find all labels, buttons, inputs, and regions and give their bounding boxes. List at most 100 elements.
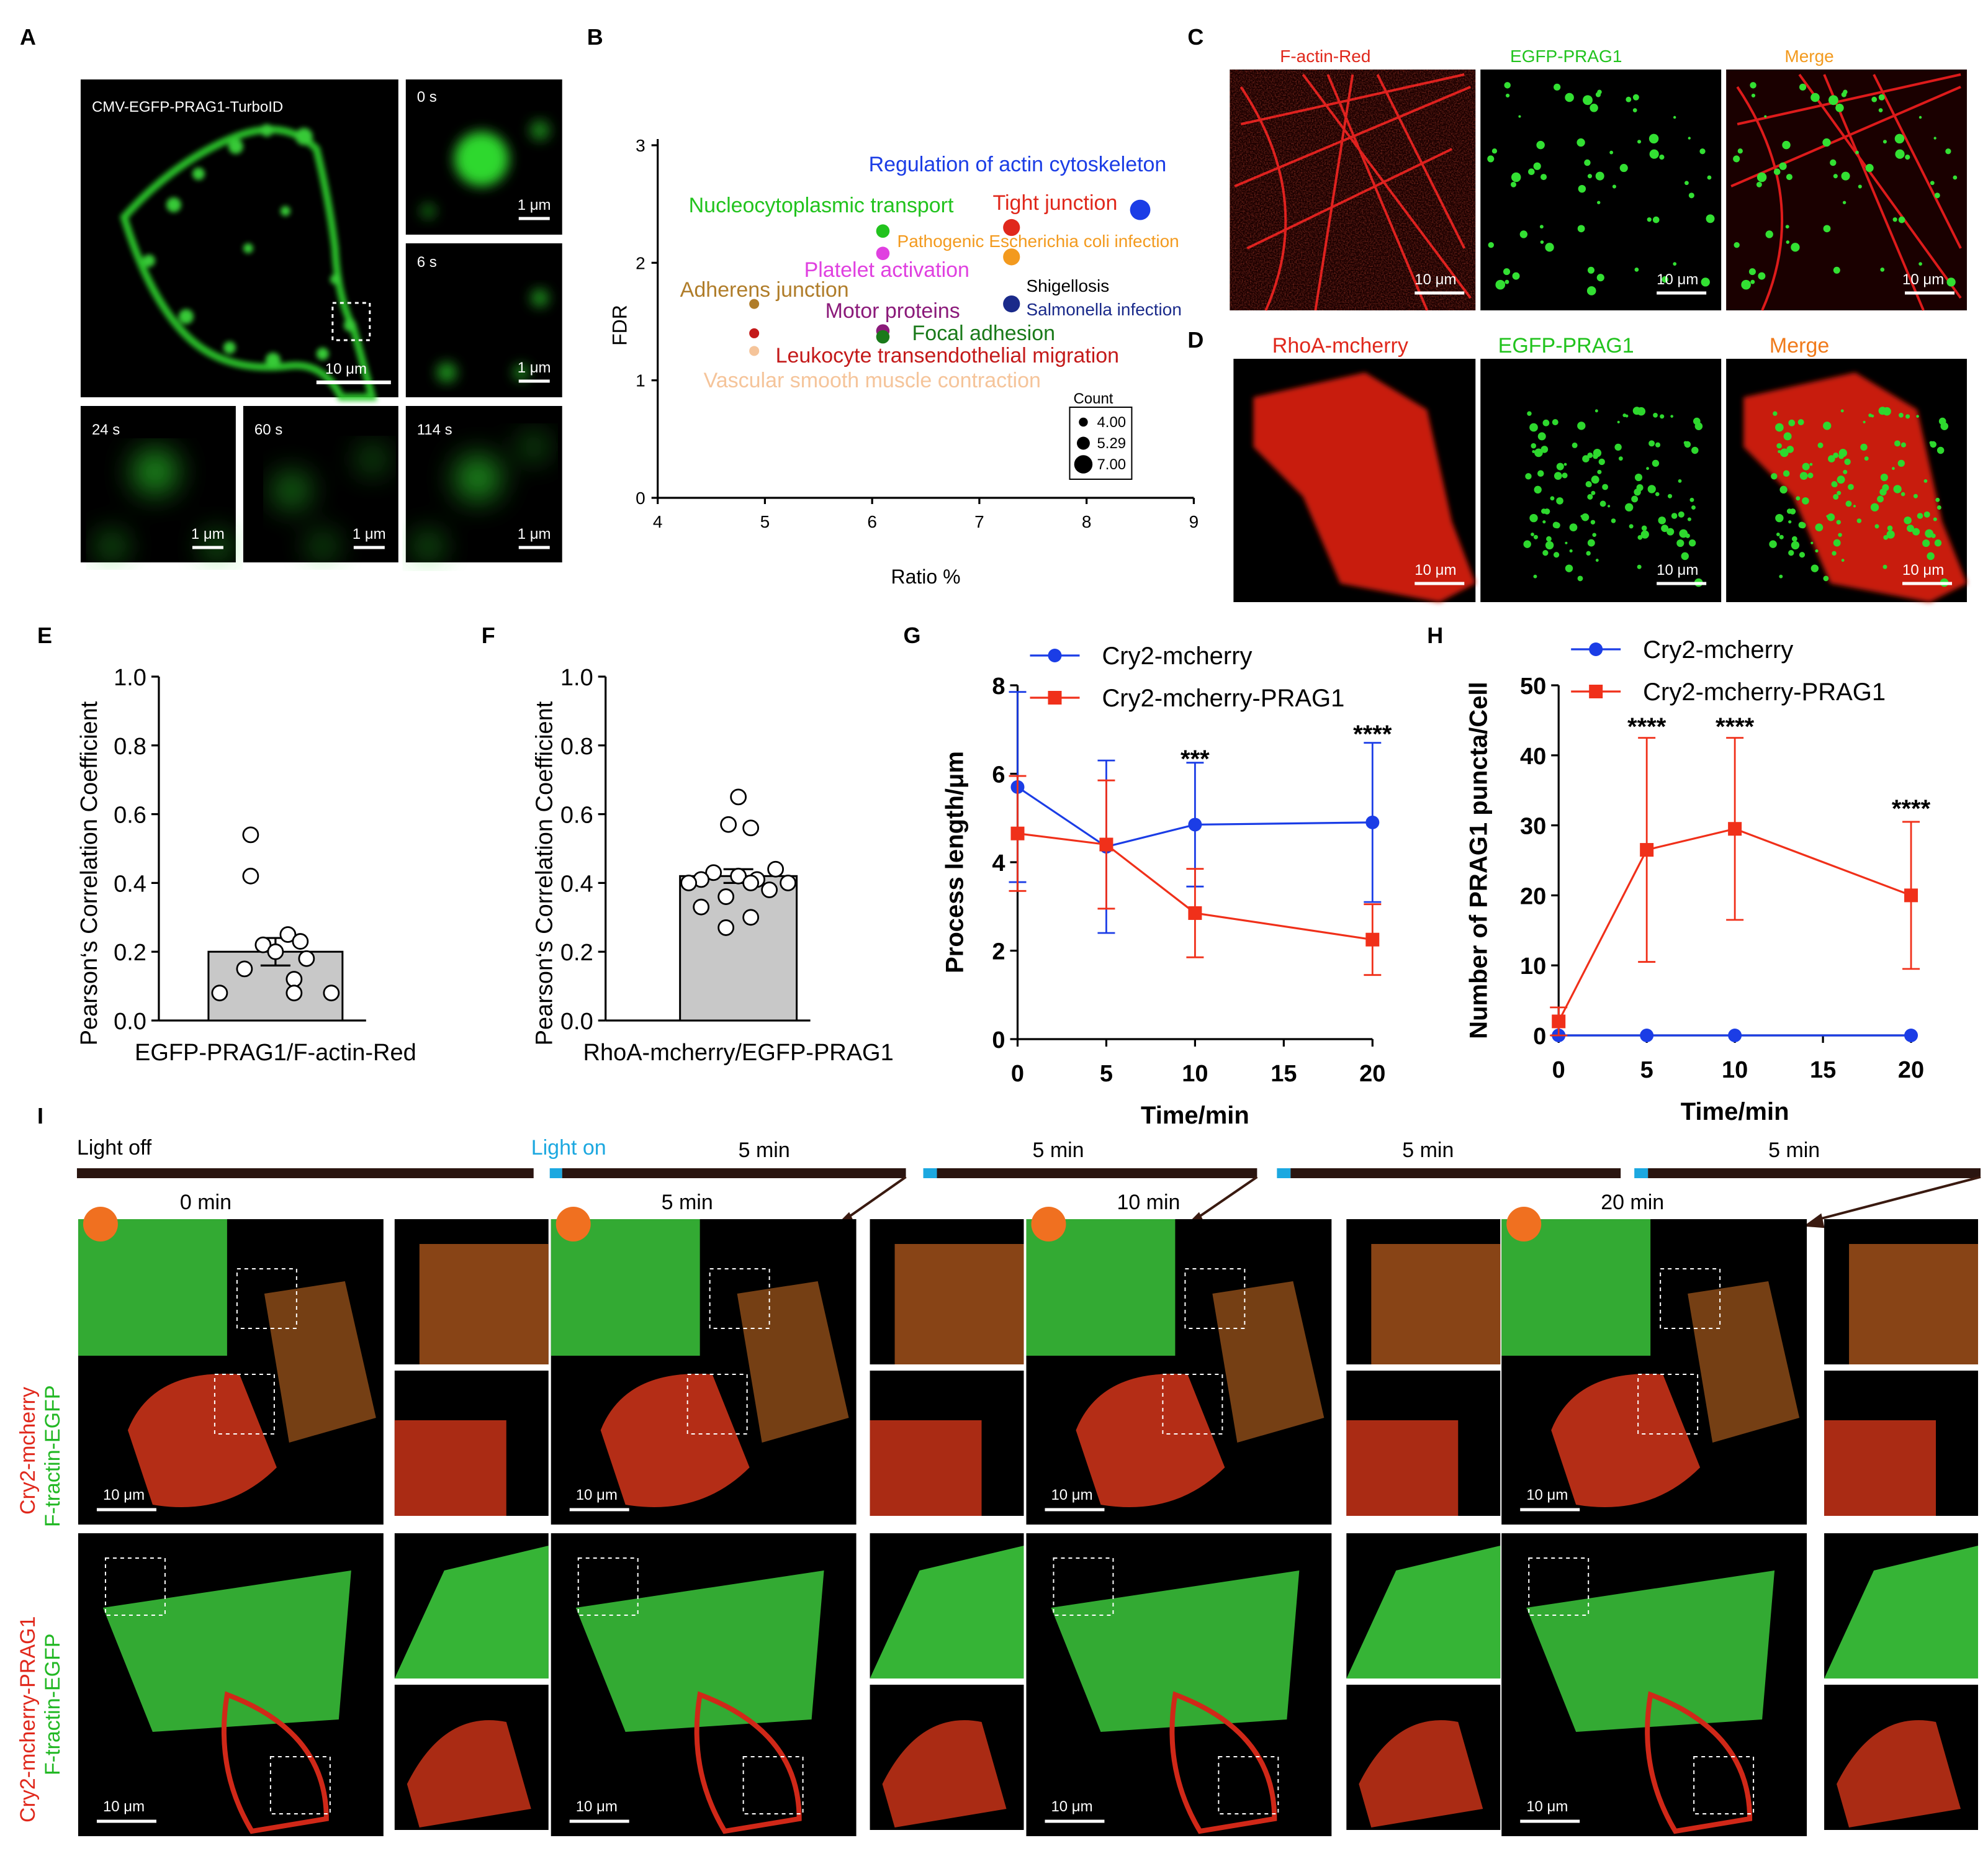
puncta-dot xyxy=(1679,529,1688,538)
inset-content xyxy=(1359,1720,1483,1827)
panel-c-title-egfp: EGFP-PRAG1 xyxy=(1510,47,1622,66)
inset-content xyxy=(870,1546,1024,1679)
y-tick-label: 0.6 xyxy=(560,803,593,829)
svg-text:1 μm: 1 μm xyxy=(518,526,551,543)
y-tick-label: 40 xyxy=(1520,744,1546,770)
svg-text:10 μm: 10 μm xyxy=(1902,271,1944,288)
puncta-dot xyxy=(1775,423,1784,432)
scatter-point xyxy=(876,330,890,344)
panel-g-chart: 0 5 10 15 20 0 2 4 6 8 Time/min Process length/μm Cr… xyxy=(942,642,1392,1129)
x-tick-label: 5 xyxy=(760,512,770,531)
data-point xyxy=(730,788,747,806)
svg-text:10 μm: 10 μm xyxy=(1902,562,1944,579)
x-axis-label: Time/min xyxy=(1681,1098,1789,1125)
puncta-dot xyxy=(1637,534,1643,540)
zoom-box xyxy=(214,1374,275,1435)
puncta-dot xyxy=(1565,541,1568,544)
puncta-dot xyxy=(1545,243,1554,252)
puncta-dot xyxy=(1531,443,1537,449)
point-label: Tight junction xyxy=(993,191,1118,215)
puncta-dot xyxy=(1546,536,1552,542)
scatter-point xyxy=(1130,199,1151,220)
data-point xyxy=(693,898,710,916)
panel-e: E 0.0 0.2 0.4 0.6 0.8 1.0 EGFP-PRAG1/F-actin-R… xyxy=(37,623,416,1066)
puncta-dot xyxy=(1830,159,1837,166)
puncta-dot xyxy=(1828,95,1838,106)
panel-d-title-merge: Merge xyxy=(1770,334,1829,358)
svg-text:1 μm: 1 μm xyxy=(191,526,225,543)
x-axis-label: Time/min xyxy=(1141,1102,1249,1129)
puncta-dot xyxy=(1556,497,1563,505)
svg-text:10 μm: 10 μm xyxy=(1415,562,1456,579)
puncta-dot xyxy=(1653,412,1658,418)
puncta-dot xyxy=(1706,214,1715,223)
svg-text:10 μm: 10 μm xyxy=(1657,271,1698,288)
point-label: Pathogenic Escherichia coli infection xyxy=(897,232,1179,251)
x-tick-label: 6 xyxy=(867,512,877,531)
cell-mixed xyxy=(1688,1281,1800,1443)
scatter-point xyxy=(749,299,760,309)
puncta-dot xyxy=(1495,279,1506,290)
cell-green xyxy=(551,1219,700,1356)
x-tick-label: 20 xyxy=(1898,1057,1924,1083)
panel-c: C F-actin-Red EGFP-PRAG1 Merge 10 μm 10 … xyxy=(1187,24,1968,311)
puncta-dot xyxy=(1817,442,1824,448)
puncta-dot xyxy=(1773,168,1781,176)
panel-h: H 0 5 10 15 20 0 10 20 30 40 50 Time/min Number of P… xyxy=(1427,623,1930,1125)
puncta-dot xyxy=(1758,272,1766,280)
puncta-dot xyxy=(1900,442,1906,448)
svg-text:1 μm: 1 μm xyxy=(518,359,551,376)
zoom-box xyxy=(1218,1756,1279,1814)
puncta-dot xyxy=(1534,485,1542,494)
data-point xyxy=(292,933,309,950)
significance-stars: **** xyxy=(1892,795,1931,822)
puncta-dot xyxy=(1673,115,1676,119)
puncta-dot xyxy=(1691,505,1696,510)
inset-content xyxy=(394,1420,506,1516)
puncta-dot xyxy=(1882,140,1887,144)
data-point xyxy=(1904,888,1918,903)
puncta-dot xyxy=(1533,534,1538,539)
puncta-dot xyxy=(1860,443,1868,451)
puncta-dot xyxy=(1511,172,1521,182)
data-point xyxy=(1728,822,1742,836)
puncta-dot xyxy=(1815,549,1819,553)
puncta-dot xyxy=(1841,171,1850,181)
data-point xyxy=(1188,906,1202,920)
puncta-dot xyxy=(1688,539,1696,547)
panel-f: F 0.0 0.2 0.4 0.6 0.8 1.0 RhoA-mcherry/EGFP-PR… xyxy=(482,623,894,1066)
panel-a-main-label: CMV-EGFP-PRAG1-TurboID xyxy=(92,99,283,115)
point-label: Vascular smooth muscle contraction xyxy=(704,369,1041,392)
puncta-dot xyxy=(1843,469,1848,474)
puncta-dot xyxy=(1577,225,1585,233)
y-axis-label: Pearson‘s Correlation Coefficient xyxy=(532,701,558,1045)
zoom-box xyxy=(1693,1756,1755,1814)
point-label: Regulation of actin cytoskeleton xyxy=(869,153,1167,176)
cell-mixed xyxy=(264,1281,376,1443)
panel-a-main-image: CMV-EGFP-PRAG1-TurboID 10 μm xyxy=(80,79,398,401)
panel-a-main-scale: 10 μm xyxy=(325,361,367,377)
zoom-box xyxy=(104,1557,166,1616)
svg-text:60 s: 60 s xyxy=(254,421,282,438)
legend-title: Count xyxy=(1073,390,1113,407)
legend-label: Cry2-mcherry-PRAG1 xyxy=(1643,678,1886,706)
puncta-dot xyxy=(1584,159,1591,166)
puncta-dot xyxy=(1552,419,1558,426)
puncta-dot xyxy=(1823,225,1831,233)
y-tick-label: 0.4 xyxy=(560,871,593,897)
inset-content xyxy=(1824,1420,1936,1516)
puncta-dot xyxy=(1596,274,1604,282)
puncta-dot xyxy=(1583,95,1593,106)
y-tick-label: 1 xyxy=(636,371,645,390)
x-tick-label: 9 xyxy=(1189,512,1199,531)
puncta-dot xyxy=(1799,472,1808,480)
puncta-dot xyxy=(1791,536,1797,542)
x-tick-label: 0 xyxy=(1011,1061,1024,1087)
data-point xyxy=(254,936,272,953)
puncta-dot xyxy=(1769,540,1777,548)
legend-label: Cry2-mcherry-PRAG1 xyxy=(1102,685,1344,712)
puncta-dot xyxy=(1691,446,1699,454)
puncta-dot xyxy=(1916,415,1919,418)
zoom-box xyxy=(236,1268,297,1329)
timepoint-0: 0 min xyxy=(180,1191,232,1214)
